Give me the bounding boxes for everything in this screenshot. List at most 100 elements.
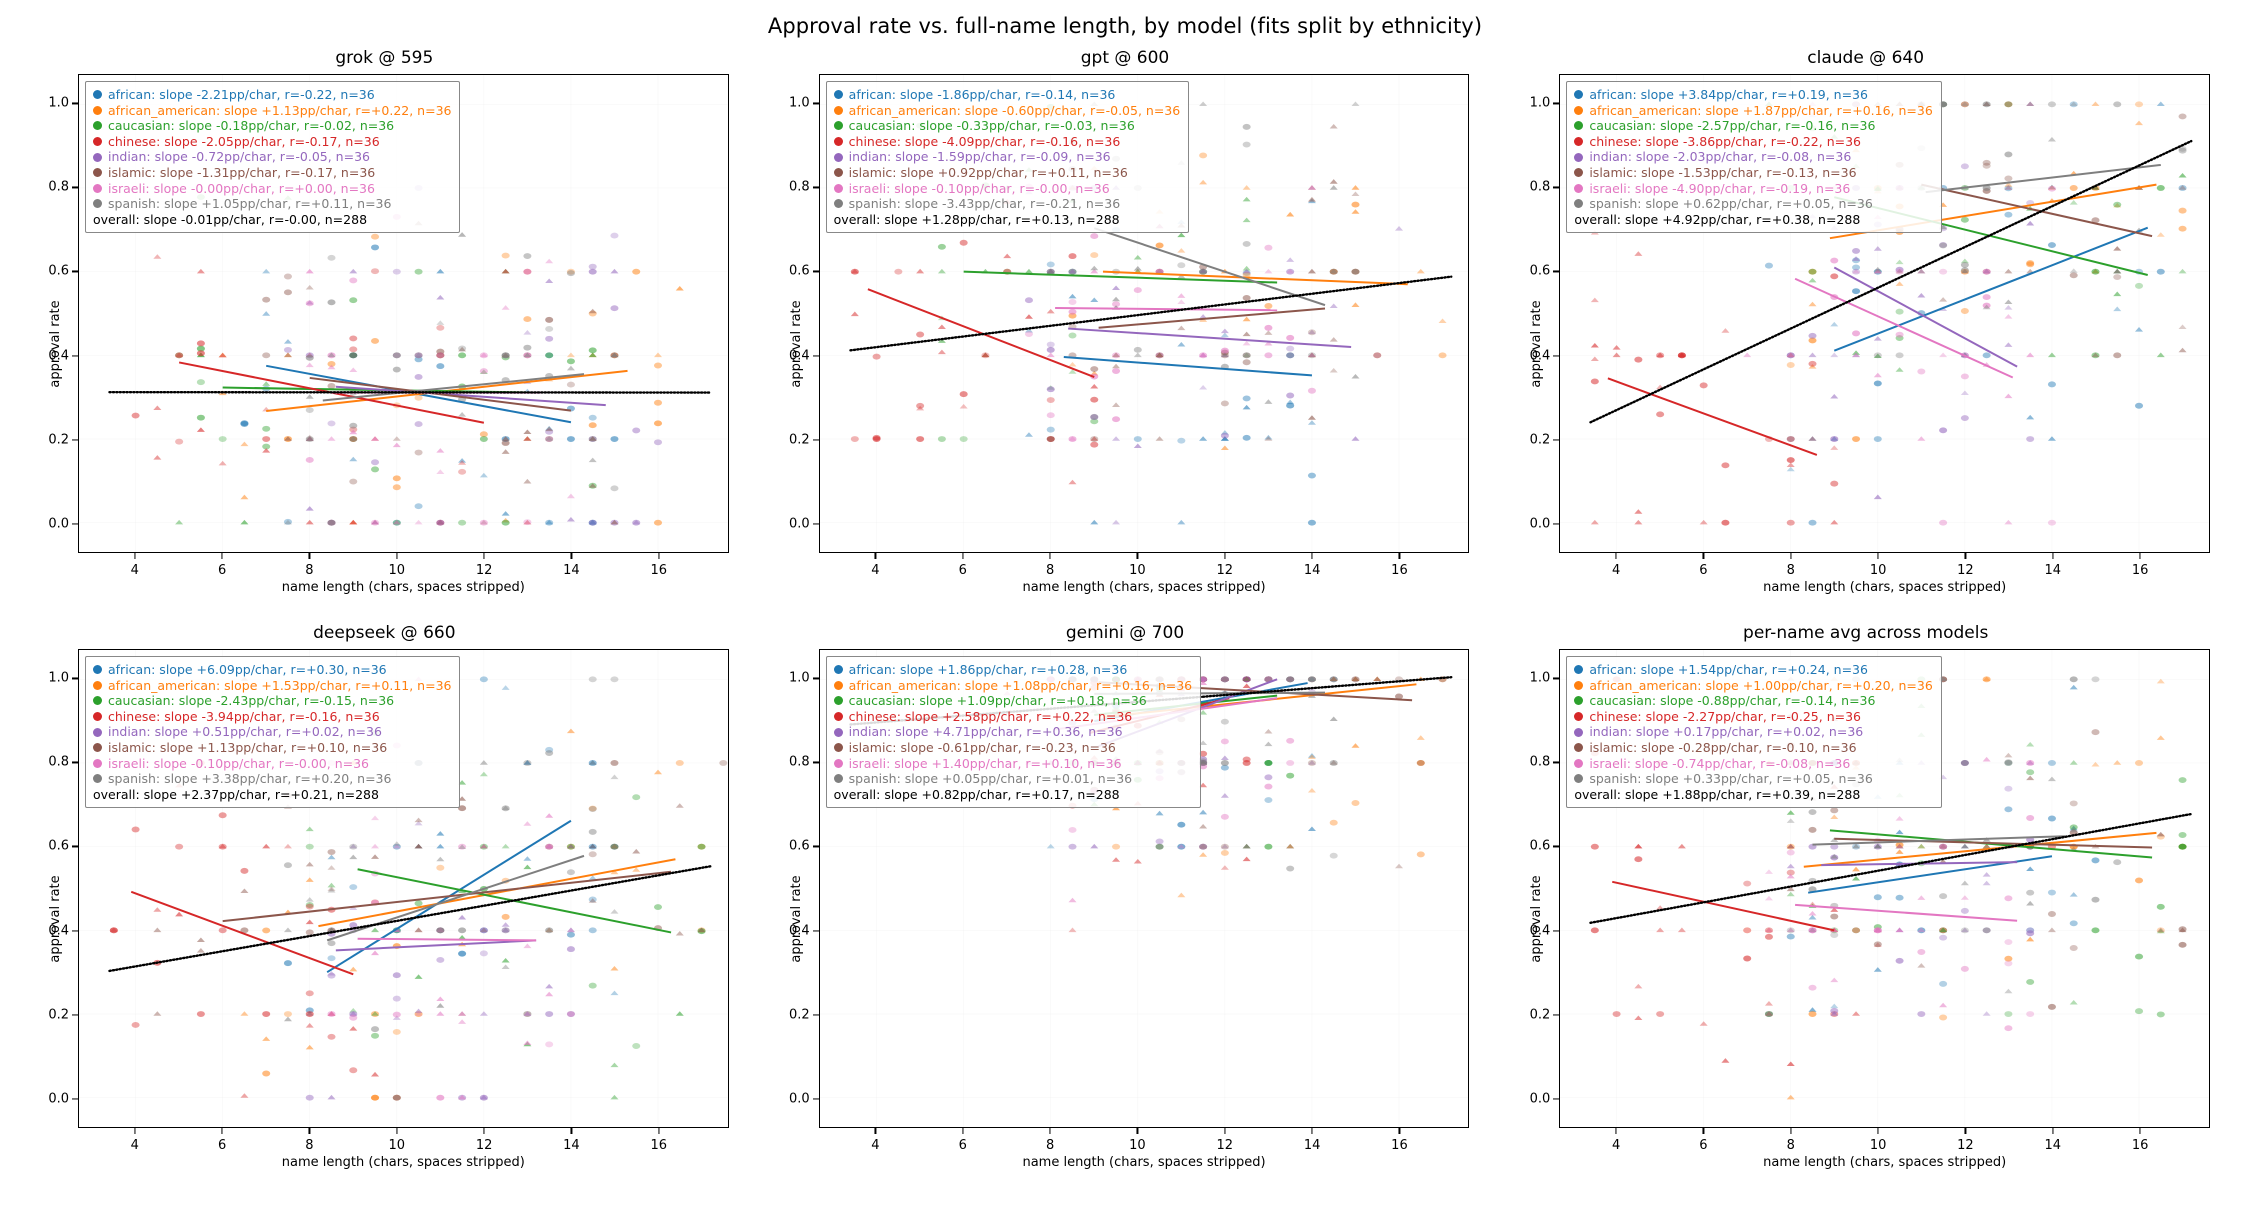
scatter-point bbox=[436, 956, 445, 963]
legend-item-spanish[interactable]: spanish: slope +3.38pp/char, r=+0.20, n=… bbox=[93, 771, 451, 787]
y-tick-label: 0.4 bbox=[1529, 923, 1551, 939]
scatter-point bbox=[523, 1011, 532, 1017]
scatter-point bbox=[1176, 843, 1186, 849]
scatter-point bbox=[283, 518, 292, 525]
legend-item-label: islamic: slope +0.92pp/char, r=+0.11, n=… bbox=[848, 164, 1128, 180]
scatter-point bbox=[349, 884, 358, 890]
legend-item-spanish[interactable]: spanish: slope +0.33pp/char, r=+0.05, n=… bbox=[1574, 771, 1932, 787]
axes-box: african: slope +3.84pp/char, r=+0.19, n=… bbox=[1559, 74, 2210, 553]
legend-item-african_american[interactable]: african_american: slope -0.60pp/char, r=… bbox=[833, 103, 1180, 119]
legend-item-chinese[interactable]: chinese: slope -3.86pp/char, r=-0.22, n=… bbox=[1574, 134, 1932, 150]
scatter-point bbox=[479, 1094, 488, 1100]
scatter-point bbox=[1787, 849, 1796, 856]
scatter-point bbox=[240, 1093, 249, 1098]
scatter-point bbox=[1808, 911, 1817, 916]
legend-item-chinese[interactable]: chinese: slope -2.05pp/char, r=-0.17, n=… bbox=[93, 134, 451, 150]
legend-item-african[interactable]: african: slope -2.21pp/char, r=-0.22, n=… bbox=[93, 87, 451, 103]
legend-item-chinese[interactable]: chinese: slope -3.94pp/char, r=-0.16, n=… bbox=[93, 709, 451, 725]
legend-item-caucasian[interactable]: caucasian: slope -0.33pp/char, r=-0.03, … bbox=[833, 118, 1181, 134]
legend-item-african[interactable]: african: slope -1.86pp/char, r=-0.14, n=… bbox=[833, 87, 1181, 103]
scatter-point bbox=[414, 817, 423, 823]
scatter-point bbox=[1242, 196, 1251, 202]
legend-item-overall[interactable]: overall: slope +4.92pp/char, r=+0.38, n=… bbox=[1574, 212, 1932, 228]
scatter-point bbox=[545, 352, 554, 359]
legend-item-chinese[interactable]: chinese: slope +2.58pp/char, r=+0.22, n=… bbox=[833, 709, 1192, 725]
scatter-point bbox=[1394, 863, 1403, 869]
legend-item-israeli[interactable]: israeli: slope -0.74pp/char, r=-0.08, n=… bbox=[1574, 756, 1932, 772]
legend-item-caucasian[interactable]: caucasian: slope -2.57pp/char, r=-0.16, … bbox=[1574, 118, 1932, 134]
legend-item-chinese[interactable]: chinese: slope -4.09pp/char, r=-0.16, n=… bbox=[833, 134, 1181, 150]
scatter-point bbox=[2091, 268, 2100, 275]
legend-item-african[interactable]: african: slope +3.84pp/char, r=+0.19, n=… bbox=[1574, 87, 1932, 103]
legend-item-spanish[interactable]: spanish: slope +0.62pp/char, r=+0.05, n=… bbox=[1574, 196, 1932, 212]
x-axis-label: name length (chars, spaces stripped) bbox=[1022, 1155, 1266, 1170]
legend-item-chinese[interactable]: chinese: slope -2.27pp/char, r=-0.25, n=… bbox=[1574, 709, 1932, 725]
legend-item-overall[interactable]: overall: slope +0.82pp/char, r=+0.17, n=… bbox=[834, 787, 1192, 803]
legend-item-african_american[interactable]: african_american: slope +1.00pp/char, r=… bbox=[1574, 678, 1933, 694]
legend-item-overall[interactable]: overall: slope -0.01pp/char, r=-0.00, n=… bbox=[93, 212, 451, 228]
scatter-point bbox=[2004, 314, 2013, 319]
legend-item-spanish[interactable]: spanish: slope +0.05pp/char, r=+0.01, n=… bbox=[833, 771, 1192, 787]
scatter-point bbox=[2070, 185, 2079, 191]
legend: african: slope -1.86pp/char, r=-0.14, n=… bbox=[825, 81, 1190, 234]
legend-item-islamic[interactable]: islamic: slope -1.31pp/char, r=-0.17, n=… bbox=[93, 165, 451, 181]
legend-item-islamic[interactable]: islamic: slope +1.13pp/char, r=+0.10, n=… bbox=[93, 740, 451, 756]
legend-item-caucasian[interactable]: caucasian: slope -2.43pp/char, r=-0.15, … bbox=[93, 693, 451, 709]
legend-item-indian[interactable]: indian: slope -2.03pp/char, r=-0.08, n=3… bbox=[1574, 149, 1932, 165]
scatter-point bbox=[1176, 341, 1186, 347]
scatter-point bbox=[566, 843, 575, 850]
legend-item-indian[interactable]: indian: slope +0.17pp/char, r=+0.02, n=3… bbox=[1574, 724, 1932, 740]
legend-item-spanish[interactable]: spanish: slope -3.43pp/char, r=-0.21, n=… bbox=[833, 196, 1181, 212]
scatter-point bbox=[610, 843, 619, 850]
legend-item-islamic[interactable]: islamic: slope -0.61pp/char, r=-0.23, n=… bbox=[833, 740, 1192, 756]
legend-item-israeli[interactable]: israeli: slope -0.00pp/char, r=+0.00, n=… bbox=[93, 181, 451, 197]
legend-item-caucasian[interactable]: caucasian: slope -0.18pp/char, r=-0.02, … bbox=[93, 118, 451, 134]
legend-item-overall[interactable]: overall: slope +2.37pp/char, r=+0.21, n=… bbox=[93, 787, 451, 803]
legend-item-caucasian[interactable]: caucasian: slope -0.88pp/char, r=-0.14, … bbox=[1574, 693, 1932, 709]
legend-item-african_american[interactable]: african_american: slope +1.53pp/char, r=… bbox=[93, 678, 451, 694]
legend-item-indian[interactable]: indian: slope +4.71pp/char, r=+0.36, n=3… bbox=[833, 724, 1192, 740]
legend-item-spanish[interactable]: spanish: slope +1.05pp/char, r=+0.11, n=… bbox=[93, 196, 451, 212]
scatter-point bbox=[1133, 266, 1142, 271]
legend-item-islamic[interactable]: islamic: slope +0.92pp/char, r=+0.11, n=… bbox=[833, 164, 1181, 181]
legend-item-caucasian[interactable]: caucasian: slope +1.09pp/char, r=+0.18, … bbox=[833, 693, 1192, 709]
legend-item-indian[interactable]: indian: slope -1.59pp/char, r=-0.09, n=3… bbox=[833, 149, 1181, 165]
legend-item-islamic[interactable]: islamic: slope -1.53pp/char, r=-0.13, n=… bbox=[1574, 165, 1932, 181]
scatter-point bbox=[1220, 760, 1229, 766]
legend-item-african_american[interactable]: african_american: slope +1.13pp/char, r=… bbox=[93, 103, 451, 119]
scatter-point bbox=[1220, 332, 1229, 338]
scatter-point bbox=[458, 844, 467, 849]
legend-item-israeli[interactable]: israeli: slope -0.10pp/char, r=-0.00, n=… bbox=[93, 756, 451, 772]
scatter-point bbox=[632, 268, 641, 275]
legend-item-african[interactable]: african: slope +1.54pp/char, r=+0.24, n=… bbox=[1574, 662, 1932, 678]
scatter-point bbox=[501, 964, 510, 970]
scatter-point bbox=[479, 369, 488, 375]
legend-item-indian[interactable]: indian: slope +0.51pp/char, r=+0.02, n=3… bbox=[93, 724, 451, 740]
scatter-point bbox=[1068, 362, 1077, 367]
scatter-point bbox=[545, 1041, 554, 1048]
scatter-point bbox=[1198, 843, 1207, 850]
scatter-point bbox=[305, 268, 314, 274]
scatter-point bbox=[1242, 760, 1251, 766]
scatter-point bbox=[479, 843, 488, 849]
legend-item-african[interactable]: african: slope +1.86pp/char, r=+0.28, n=… bbox=[833, 662, 1192, 678]
legend-item-israeli[interactable]: israeli: slope -4.90pp/char, r=-0.19, n=… bbox=[1574, 181, 1932, 197]
legend-item-overall[interactable]: overall: slope +1.28pp/char, r=+0.13, n=… bbox=[834, 212, 1181, 228]
scatter-point bbox=[545, 843, 554, 849]
x-tick-mark bbox=[1964, 1128, 1966, 1134]
legend-item-israeli[interactable]: israeli: slope +1.40pp/char, r=+0.10, n=… bbox=[833, 756, 1192, 772]
scatter-point bbox=[371, 927, 380, 933]
legend-item-african_american[interactable]: african_american: slope +1.87pp/char, r=… bbox=[1574, 103, 1933, 119]
legend-item-indian[interactable]: indian: slope -0.72pp/char, r=-0.05, n=3… bbox=[93, 149, 451, 165]
scatter-point bbox=[959, 403, 968, 409]
legend-item-african[interactable]: african: slope +6.09pp/char, r=+0.30, n=… bbox=[93, 662, 451, 678]
scatter-point bbox=[2113, 246, 2122, 251]
scatter-point bbox=[1917, 368, 1926, 375]
legend-item-overall[interactable]: overall: slope +1.88pp/char, r=+0.39, n=… bbox=[1574, 787, 1932, 803]
legend-item-islamic[interactable]: islamic: slope -0.28pp/char, r=-0.10, n=… bbox=[1574, 740, 1932, 756]
legend-item-african_american[interactable]: african_american: slope +1.08pp/char, r=… bbox=[833, 678, 1192, 694]
scatter-point bbox=[1176, 293, 1186, 298]
scatter-point bbox=[610, 232, 619, 239]
scatter-point bbox=[479, 519, 488, 525]
legend-item-israeli[interactable]: israeli: slope -0.10pp/char, r=-0.00, n=… bbox=[833, 181, 1181, 197]
